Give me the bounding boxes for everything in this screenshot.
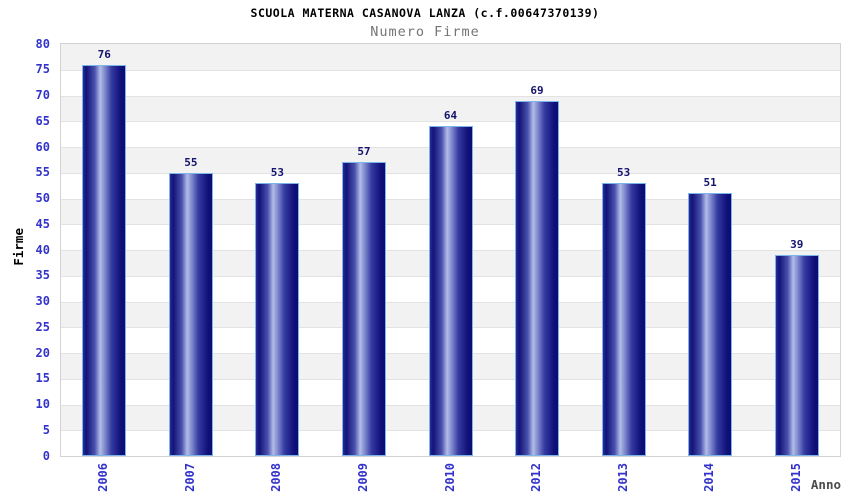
x-axis-tick-label: 2009 [355, 463, 370, 492]
bar-2012 [515, 100, 560, 456]
x-axis-tick-label: 2013 [615, 463, 630, 492]
y-axis-tick-label: 65 [35, 113, 50, 128]
y-axis-tick-label: 50 [35, 191, 50, 205]
bar-2006 [82, 64, 127, 456]
y-axis-tick-label: 25 [35, 319, 50, 334]
x-axis-tick-label: 2014 [702, 463, 717, 492]
bar-2008 [255, 183, 300, 456]
y-axis-tick-label: 0 [42, 448, 50, 463]
y-axis-tick-label: 45 [35, 216, 50, 231]
x-axis-tick-label: 2015 [788, 463, 803, 492]
bar-2014 [688, 193, 733, 456]
bar-value-label: 51 [703, 176, 717, 190]
chart-title: SCUOLA MATERNA CASANOVA LANZA (c.f.00647… [250, 6, 600, 20]
y-axis-tick-label: 70 [35, 88, 50, 102]
y-axis-tick-label: 5 [42, 422, 50, 437]
gridline [61, 121, 840, 123]
bar-2010 [428, 126, 473, 456]
gridline [61, 95, 840, 97]
x-axis-tick-label: 2008 [269, 463, 284, 492]
y-axis-tick-label: 30 [35, 294, 50, 308]
bar-value-label: 55 [184, 155, 198, 169]
y-axis-tick-label: 35 [35, 268, 50, 283]
bar-2007 [168, 172, 213, 456]
plot-band [61, 69, 840, 96]
bar-value-label: 39 [790, 238, 804, 252]
y-axis-tick-label: 55 [35, 165, 50, 180]
y-axis-tick-label: 10 [35, 397, 50, 411]
y-axis-tick-label: 20 [35, 345, 50, 360]
bar-2009 [341, 162, 386, 456]
x-axis-tick-label: 2010 [442, 463, 457, 492]
bar-value-label: 64 [443, 109, 458, 123]
plot-band [61, 44, 840, 70]
plot-band [61, 95, 840, 122]
y-axis-tick-label: 60 [35, 139, 50, 154]
y-axis-tick-label: 15 [35, 371, 50, 386]
x-axis-tick-label: 2006 [96, 463, 111, 492]
bar-value-label: 53 [616, 166, 631, 180]
x-axis-tick-label: 2012 [529, 463, 544, 492]
x-axis-title: Anno [810, 477, 841, 492]
y-axis-tick-label: 75 [35, 62, 50, 77]
bar-value-label: 53 [270, 166, 284, 180]
gridline [61, 69, 840, 71]
x-axis-tick-label: 2007 [182, 463, 197, 492]
chart-subtitle: Numero Firme [370, 24, 480, 40]
bar-value-label: 69 [530, 83, 544, 97]
bar-value-label: 76 [97, 47, 111, 61]
bar-2013 [601, 183, 646, 456]
bar-value-label: 57 [357, 145, 371, 159]
y-axis-tick-label: 80 [35, 36, 50, 51]
y-axis-tick-label: 40 [35, 242, 50, 257]
bar-2015 [774, 255, 819, 456]
